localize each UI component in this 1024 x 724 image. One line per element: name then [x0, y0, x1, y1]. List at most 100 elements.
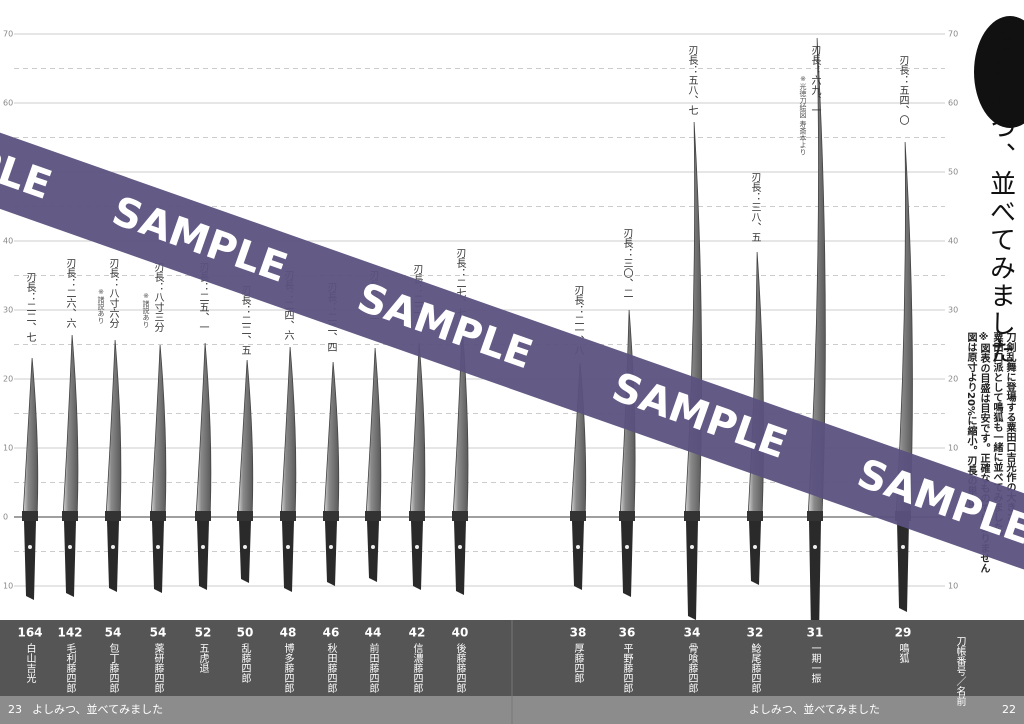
blade-length: 刃長：六九、一: [809, 45, 821, 115]
sword-number: 48: [280, 626, 297, 640]
sword-name: 白山吉光: [24, 642, 36, 684]
blade: [807, 37, 826, 518]
sword-name: 五虎退: [197, 643, 209, 673]
sword-number: 40: [452, 626, 469, 640]
length-note: ※光徳刀絵図 寿斎本より: [799, 75, 807, 155]
tick-label: 40: [3, 237, 13, 246]
length-note: ※諸説あり: [97, 288, 105, 324]
mekugi: [576, 545, 580, 549]
tick-label: 30: [948, 306, 958, 315]
length-note: ※諸説あり: [142, 292, 150, 328]
mekugi: [329, 545, 333, 549]
mekugi: [813, 545, 817, 549]
tang: [749, 521, 761, 585]
sword-number: 31: [807, 626, 824, 640]
tang: [107, 521, 119, 592]
sword-name: 乱藤四郎: [239, 643, 251, 684]
habaki: [22, 511, 38, 521]
habaki: [365, 511, 381, 521]
sword-name: 前田藤四郎: [367, 642, 379, 694]
habaki: [150, 511, 166, 521]
tick-label: 50: [948, 168, 958, 177]
blade: [323, 361, 340, 518]
tang: [282, 521, 294, 592]
tick-label: 60: [3, 99, 13, 108]
tick-label: 70: [948, 30, 958, 39]
tick-label: 60: [948, 99, 958, 108]
sword-name: 一期一振: [809, 643, 821, 684]
running-title: よしみつ、並べてみました: [749, 702, 880, 716]
habaki: [237, 511, 253, 521]
sword-number: 52: [195, 626, 212, 640]
blade: [237, 359, 254, 518]
tick-label: 70: [3, 30, 13, 39]
tang: [64, 521, 76, 597]
sword-name: 信濃藤四郎: [411, 643, 423, 694]
mekugi: [286, 545, 290, 549]
blade-length: 刃長：二二、七: [24, 272, 36, 342]
sword-name: 薬研藤四郎: [152, 643, 164, 694]
sword-number: 29: [895, 626, 912, 640]
habaki: [323, 511, 339, 521]
sword-name: 平野藤四郎: [621, 643, 633, 694]
tang: [325, 521, 337, 586]
sword-name: 厚藤四郎: [572, 643, 584, 684]
blade: [365, 347, 382, 518]
sword-name: 後藤藤四郎: [454, 642, 466, 694]
mekugi: [753, 545, 757, 549]
sword-number: 38: [570, 626, 587, 640]
tang: [572, 521, 584, 590]
tick-label: 0: [3, 513, 8, 522]
tang: [197, 521, 209, 590]
sword-number: 164: [17, 626, 42, 640]
watermark-band: [0, 80, 1024, 622]
tick-label: 10: [948, 582, 958, 591]
habaki: [280, 511, 296, 521]
page-number: 22: [1002, 703, 1016, 716]
mekugi: [201, 545, 205, 549]
mekugi: [68, 545, 72, 549]
tang: [454, 521, 466, 595]
blade-length: 刃長：二六、六: [64, 258, 76, 328]
habaki: [105, 511, 121, 521]
habaki: [747, 511, 763, 521]
sword-number: 36: [619, 626, 636, 640]
blade-length: 刃長：五八、七: [686, 45, 698, 115]
note-line: 刀剣乱舞に登場する粟田口吉光作の大きさを: [1004, 332, 1017, 532]
blade-length: 刃長：三〇、二: [621, 228, 633, 298]
band-header: 刀帳番号／名前: [954, 636, 966, 707]
note-line: 図は原寸より20%に縮小。刃長の単位は: [965, 332, 978, 516]
page-number: 23: [8, 703, 22, 716]
tick-label: 40: [948, 237, 958, 246]
sword-name: 博多藤四郎: [282, 642, 294, 694]
mekugi: [156, 545, 160, 549]
tang: [686, 521, 698, 620]
sword-name: 鯰尾藤四郎: [749, 642, 761, 694]
blade-length: 刃長：八寸六分: [107, 258, 119, 329]
habaki: [62, 511, 78, 521]
tang: [367, 521, 379, 582]
mekugi: [371, 545, 375, 549]
sword-name: 包丁藤四郎: [107, 642, 119, 694]
tick-label: 20: [948, 375, 958, 384]
tang: [411, 521, 423, 590]
habaki: [807, 511, 823, 521]
tick-label: 20: [3, 375, 13, 384]
mekugi: [901, 545, 905, 549]
habaki: [570, 511, 586, 521]
title-badge: [974, 16, 1024, 128]
blade-length: 刃長：二二、五: [239, 285, 251, 355]
mekugi: [415, 545, 419, 549]
sword-number: 34: [684, 626, 701, 640]
tang: [24, 521, 36, 600]
tang: [621, 521, 633, 597]
mekugi: [458, 545, 462, 549]
sword-number: 42: [409, 626, 426, 640]
title: よしみつ、並べてみました: [986, 30, 1016, 366]
tick-label: 10: [948, 444, 958, 453]
tang: [809, 521, 821, 635]
blade: [280, 346, 297, 518]
blade: [105, 339, 122, 518]
tang: [152, 521, 164, 593]
